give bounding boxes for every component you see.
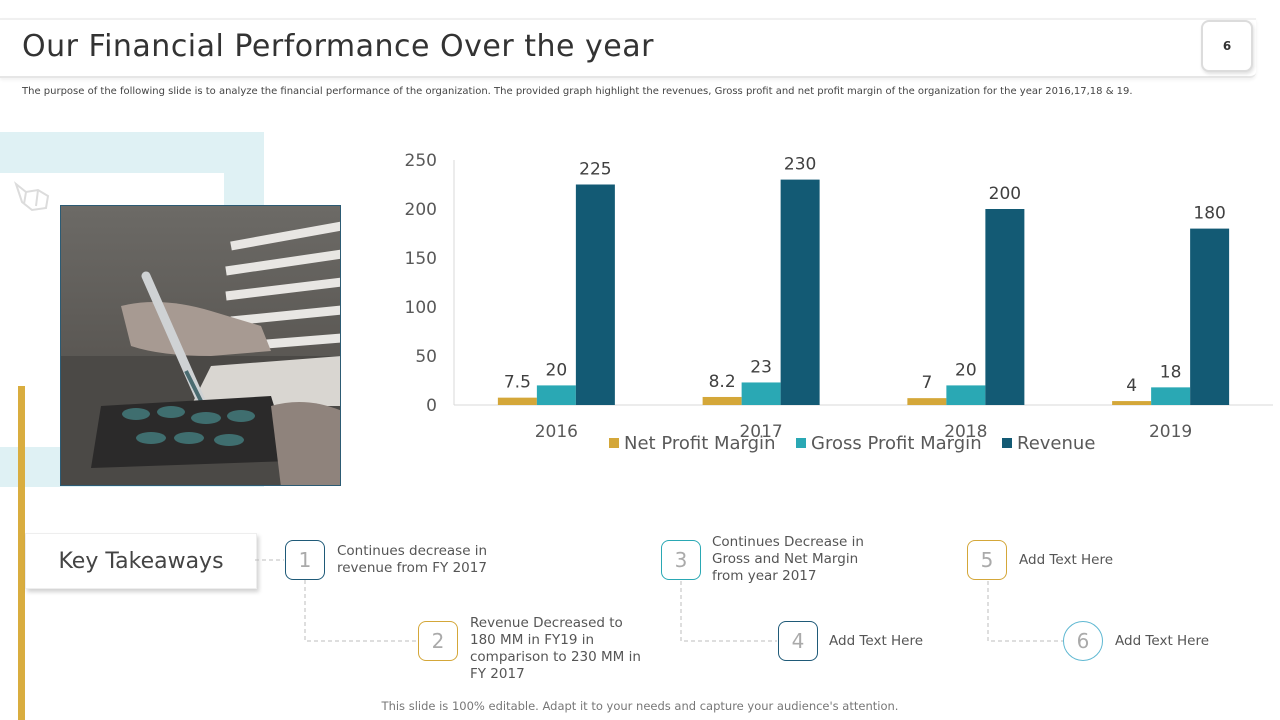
takeaway-4-text: Add Text Here: [829, 633, 924, 649]
bar-gross-profit-margin-2019: [1151, 387, 1191, 405]
financial-bar-chart: 0 50 100 150 200 250 7.5 20 225 2016 8.2 23 230 2017 7…: [380, 140, 1280, 470]
decorative-gold-bar: [18, 386, 25, 720]
takeaway-6-text: Add Text Here: [1115, 633, 1210, 649]
takeaway-2-text: Revenue Decreased to 180 MM in FY19 in c…: [470, 615, 641, 682]
x-tick-label: 2018: [944, 422, 987, 442]
takeaway-5-number: 5: [967, 540, 1007, 580]
bar-net-profit-margin-2016: [497, 397, 537, 405]
bar-revenue-2017: [780, 179, 820, 405]
legend-label: Net Profit Margin: [624, 433, 775, 454]
bar-net-profit-margin-2018: [907, 398, 947, 405]
takeaway-4-number: 4: [778, 621, 818, 661]
takeaway-3-text: Continues Decrease in Gross and Net Marg…: [712, 534, 864, 584]
takeaway-5-text: Add Text Here: [1019, 552, 1114, 568]
bar-gross-profit-margin-2017: [741, 382, 781, 405]
takeaway-3-number: 3: [661, 540, 701, 580]
data-label: 200: [989, 184, 1021, 204]
legend-label: Revenue: [1017, 433, 1095, 454]
legend-label: Gross Profit Margin: [811, 433, 982, 454]
data-label: 20: [955, 360, 977, 380]
x-tick-label: 2019: [1149, 422, 1192, 442]
data-label: 7.5: [504, 373, 531, 393]
x-tick-label: 2016: [535, 422, 578, 442]
legend-swatch-gross-profit-margin: [796, 438, 806, 448]
key-takeaways-heading: Key Takeaways: [25, 533, 257, 589]
bar-gross-profit-margin-2018: [946, 385, 986, 405]
bar-gross-profit-margin-2016: [536, 385, 576, 405]
takeaway-6-number: 6: [1063, 621, 1103, 661]
data-label: 8.2: [709, 372, 736, 392]
data-label: 230: [784, 155, 816, 175]
data-label: 7: [921, 373, 932, 393]
x-tick-label: 2017: [739, 422, 782, 442]
y-tick-label: 250: [405, 151, 437, 171]
y-tick-label: 50: [415, 347, 437, 367]
legend-swatch-net-profit-margin: [609, 438, 619, 448]
bar-net-profit-margin-2017: [702, 396, 742, 405]
data-label: 4: [1126, 376, 1137, 396]
page-number-badge: 6: [1201, 20, 1253, 72]
data-label: 20: [546, 360, 568, 380]
hand-illustration-icon: [13, 181, 50, 212]
y-tick-label: 200: [405, 200, 437, 220]
bar-revenue-2018: [985, 209, 1025, 405]
bar-net-profit-margin-2019: [1112, 401, 1152, 405]
y-tick-label: 0: [426, 396, 437, 416]
data-label: 18: [1160, 362, 1182, 382]
data-label: 23: [750, 357, 772, 377]
header-bar: [0, 18, 1256, 78]
data-label: 225: [579, 160, 611, 180]
bar-revenue-2016: [575, 184, 615, 405]
legend-swatch-revenue: [1002, 438, 1012, 448]
y-tick-label: 100: [405, 298, 437, 318]
chart-canvas: 0 50 100 150 200 250 7.5 20 225 2016 8.2 23 230 2017 7…: [405, 151, 1273, 454]
y-tick-label: 150: [405, 249, 437, 269]
page-title: Our Financial Performance Over the year: [22, 29, 654, 64]
footer-note: This slide is 100% editable. Adapt it to…: [381, 699, 899, 713]
takeaway-1-number: 1: [285, 540, 325, 580]
takeaway-1-text: Continues decrease in revenue from FY 20…: [337, 543, 488, 576]
page-subtitle: The purpose of the following slide is to…: [22, 86, 1133, 97]
photo-painting-hands: [60, 205, 341, 486]
takeaway-2-number: 2: [418, 621, 458, 661]
bar-revenue-2019: [1190, 228, 1230, 405]
data-label: 180: [1193, 204, 1225, 224]
